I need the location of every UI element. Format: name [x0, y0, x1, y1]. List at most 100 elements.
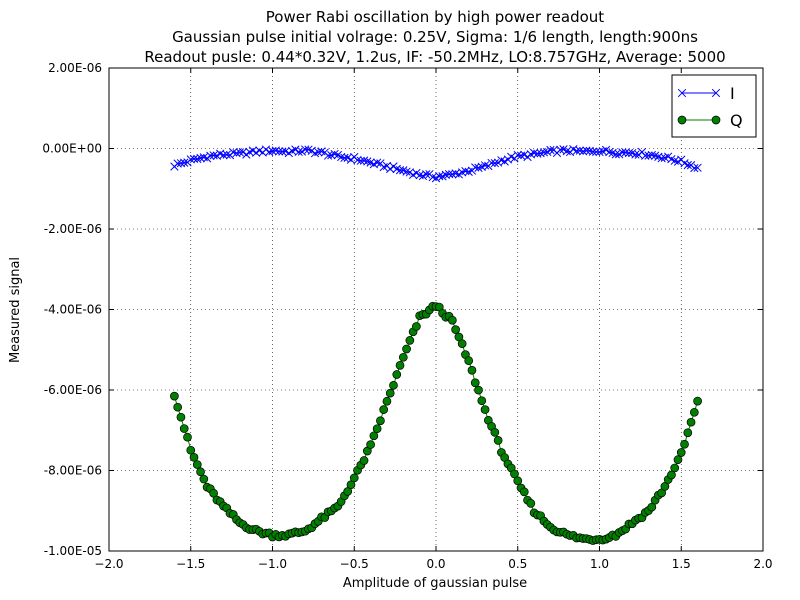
marker-stroke: [487, 158, 496, 168]
data-point-Q: [398, 352, 408, 362]
data-point-Q: [689, 407, 699, 417]
marker-stroke: [193, 154, 202, 164]
marker-stroke: [219, 150, 228, 160]
marker-stroke: [562, 147, 571, 156]
data-point-Q: [173, 402, 183, 412]
marker-stroke: [611, 150, 621, 159]
data-point-I: [235, 148, 244, 157]
marker-stroke: [363, 157, 372, 166]
legend-label-Q: Q: [730, 111, 743, 130]
data-point-Q: [526, 499, 536, 508]
data-point-Q: [464, 356, 474, 365]
marker-stroke: [294, 147, 303, 157]
marker-stroke: [173, 159, 182, 168]
marker-stroke: [605, 147, 614, 157]
marker-stroke: [448, 170, 457, 179]
marker-stroke: [601, 145, 611, 155]
marker-stroke: [556, 145, 565, 154]
data-point-Q: [467, 365, 477, 375]
data-point-I: [487, 158, 496, 168]
data-point-I: [611, 150, 621, 159]
marker-stroke: [353, 155, 362, 165]
marker-stroke: [529, 148, 539, 158]
data-point-Q: [189, 452, 199, 462]
marker-stroke: [330, 149, 339, 159]
data-point-Q: [519, 487, 529, 497]
data-point-I: [395, 166, 405, 175]
data-point-Q: [359, 456, 369, 465]
data-point-Q: [349, 473, 359, 483]
data-point-Q: [199, 474, 209, 484]
marker-stroke: [559, 145, 568, 154]
marker-stroke: [291, 145, 300, 154]
data-point-Q: [176, 412, 186, 422]
data-point-I: [556, 145, 565, 154]
data-point-I: [232, 148, 241, 158]
marker-stroke: [428, 172, 437, 182]
marker-stroke: [271, 146, 280, 155]
marker-stroke: [595, 147, 604, 157]
data-point-Q: [451, 325, 460, 334]
x-tick-label: −1.5: [176, 557, 205, 571]
marker-stroke: [578, 147, 588, 156]
data-point-I: [222, 150, 231, 159]
marker-stroke: [507, 152, 516, 161]
marker-stroke: [314, 147, 323, 157]
data-point-Q: [490, 428, 500, 437]
data-point-Q: [372, 424, 382, 434]
series-I: [170, 145, 702, 183]
marker-stroke: [199, 153, 208, 162]
data-point-I: [624, 148, 634, 158]
data-point-Q: [667, 470, 676, 480]
data-point-I: [314, 147, 323, 157]
data-point-I: [621, 148, 630, 157]
marker-stroke: [624, 148, 634, 158]
marker-stroke: [395, 166, 405, 175]
marker-stroke: [333, 150, 343, 160]
marker-stroke: [405, 168, 414, 177]
data-point-Q: [405, 336, 415, 345]
marker-stroke: [372, 158, 382, 167]
marker-stroke: [248, 146, 258, 155]
marker-stroke: [366, 158, 375, 167]
data-point-I: [650, 151, 660, 160]
marker-stroke: [304, 145, 313, 154]
marker-stroke: [189, 154, 199, 164]
marker-stroke: [307, 146, 316, 155]
marker-stroke: [232, 148, 241, 158]
x-tick-labels: −2.0 −1.5 −1.0 −0.5 0.0 0.5 1.0 1.5 2.0: [94, 557, 772, 571]
marker-stroke: [323, 151, 333, 160]
data-point-I: [229, 148, 238, 157]
marker-stroke: [340, 153, 349, 163]
chart-title-line-1: Power Rabi oscillation by high power rea…: [266, 8, 605, 26]
data-point-I: [274, 147, 284, 156]
data-point-Q: [382, 396, 392, 406]
data-point-I: [186, 155, 195, 164]
x-tick-label: 1.0: [590, 557, 609, 571]
x-tick-label: −1.0: [258, 557, 287, 571]
marker-stroke: [474, 163, 483, 172]
data-point-I: [474, 163, 483, 172]
data-point-Q: [480, 405, 490, 414]
data-point-Q: [474, 385, 483, 395]
data-point-I: [359, 156, 369, 165]
data-point-I: [448, 170, 457, 179]
marker-stroke: [618, 148, 627, 157]
data-point-Q: [477, 396, 487, 406]
marker-stroke: [359, 156, 369, 165]
data-point-I: [422, 170, 431, 179]
x-axis-label: Amplitude of gaussian pulse: [343, 576, 527, 591]
legend-label-I: I: [730, 84, 735, 103]
marker-stroke: [222, 150, 231, 159]
data-point-Q: [670, 463, 680, 473]
marker-stroke: [608, 148, 617, 158]
data-point-Q: [196, 467, 205, 477]
marker-stroke: [683, 160, 692, 170]
axis-ticks: [108, 67, 764, 552]
y-tick-label: -6.00E-06: [44, 383, 102, 397]
marker-stroke: [461, 166, 470, 176]
data-point-I: [461, 166, 470, 176]
data-point-I: [471, 163, 480, 172]
marker-stroke: [693, 163, 702, 172]
chart-title-line-2: Gaussian pulse initial volrage: 0.25V, S…: [172, 28, 698, 46]
